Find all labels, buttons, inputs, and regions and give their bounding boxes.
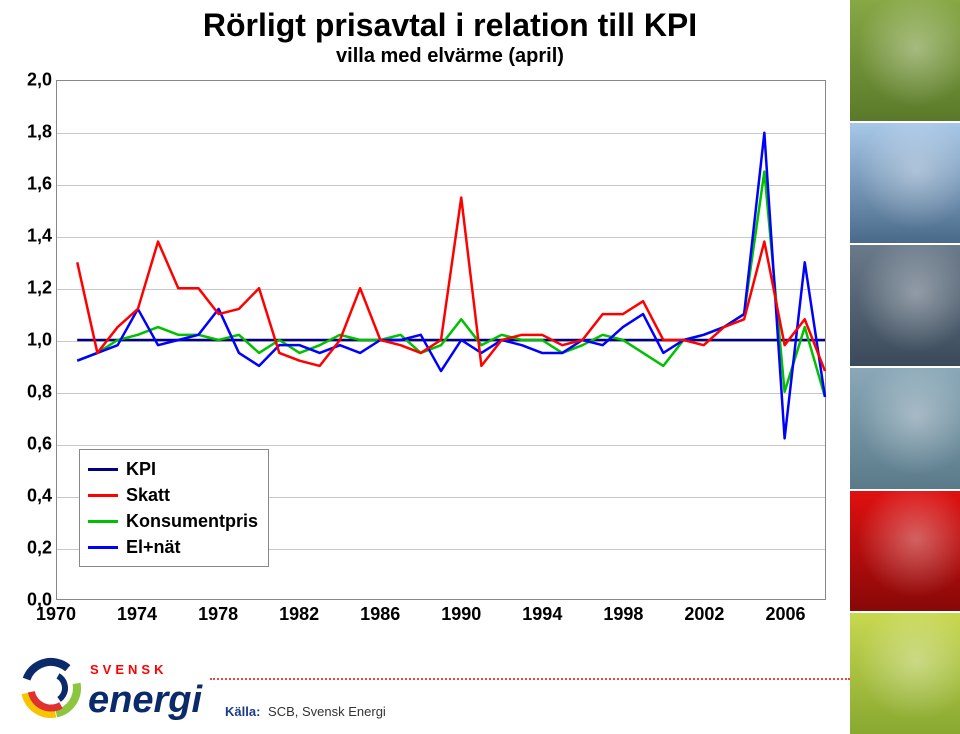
x-tick-label: 2006 [765,604,805,625]
chart-area: 0,00,20,40,60,81,01,21,41,61,82,0 KPISka… [8,72,838,632]
x-tick-label: 1982 [279,604,319,625]
series-skatt [77,198,825,372]
logo-bottom: energi [88,679,203,721]
x-tick-label: 1998 [603,604,643,625]
sidebar-thumb [850,613,960,734]
x-tick-label: 2002 [684,604,724,625]
y-tick-label: 2,0 [8,70,52,91]
source-label: Källa: [225,704,260,719]
legend-swatch [88,494,118,497]
footer: SVENSK energi Källa: SCB, Svensk Energi [0,648,850,734]
chart-title: Rörligt prisavtal i relation till KPI vi… [80,8,820,67]
legend-item: Skatt [88,482,258,508]
y-tick-label: 1,8 [8,122,52,143]
legend-label: Konsumentpris [126,511,258,532]
legend-swatch [88,546,118,549]
y-tick-label: 1,4 [8,226,52,247]
y-tick-label: 0,2 [8,538,52,559]
source-text: Källa: SCB, Svensk Energi [225,704,386,719]
legend-swatch [88,468,118,471]
sidebar-thumbnails [850,0,960,734]
x-tick-label: 1994 [522,604,562,625]
title-line2: villa med elvärme (april) [80,45,820,67]
x-axis: 1970197419781982198619901994199820022006 [56,604,826,628]
legend-item: KPI [88,456,258,482]
legend-item: Konsumentpris [88,508,258,534]
y-tick-label: 1,2 [8,278,52,299]
y-tick-label: 0,8 [8,382,52,403]
series-konsumentpris [77,172,825,397]
sidebar-thumb [850,491,960,614]
sidebar-thumb [850,123,960,246]
y-tick-label: 0,6 [8,434,52,455]
source-value: SCB, Svensk Energi [268,704,386,719]
legend-swatch [88,520,118,523]
x-tick-label: 1986 [360,604,400,625]
y-tick-label: 0,4 [8,486,52,507]
legend-label: El+nät [126,537,181,558]
y-tick-label: 1,6 [8,174,52,195]
sidebar-thumb [850,368,960,491]
title-line1: Rörligt prisavtal i relation till KPI [80,8,820,43]
legend: KPI Skatt Konsumentpris El+nät [79,449,269,567]
brand-logo: SVENSK energi [18,650,208,728]
legend-item: El+nät [88,534,258,560]
legend-label: Skatt [126,485,170,506]
series-elnat [77,133,825,439]
x-tick-label: 1974 [117,604,157,625]
x-tick-label: 1990 [441,604,481,625]
x-tick-label: 1970 [36,604,76,625]
sidebar-thumb [850,245,960,368]
logo-top: SVENSK [90,662,167,677]
legend-label: KPI [126,459,156,480]
sidebar-thumb [850,0,960,123]
x-tick-label: 1978 [198,604,238,625]
y-tick-label: 1,0 [8,330,52,351]
plot-frame: KPI Skatt Konsumentpris El+nät [56,80,826,600]
divider [210,678,850,680]
